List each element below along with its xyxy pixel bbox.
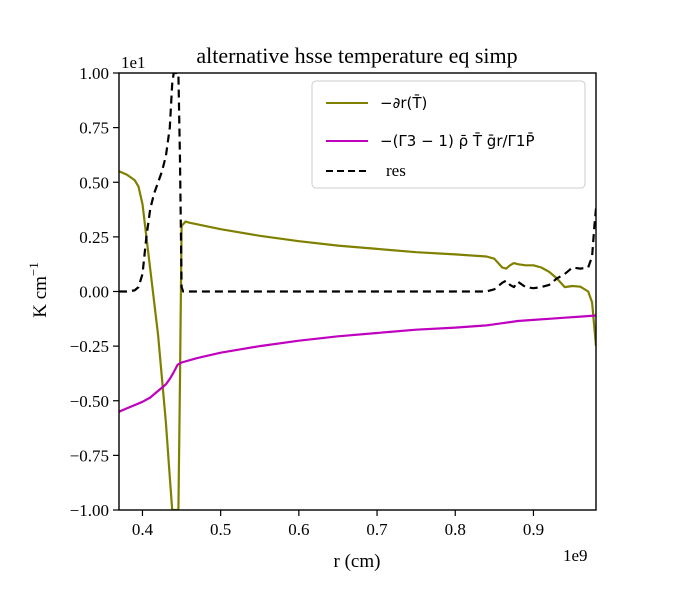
y-tick-label: 0.50 — [79, 173, 109, 192]
x-tick-label: 0.7 — [366, 520, 388, 539]
series-line-0 — [119, 170, 596, 510]
legend: −∂r(T̄) −(Γ3 − 1) ρ̄ T̄ ḡr/Γ1P̄ res — [311, 80, 586, 189]
series-layer — [119, 73, 596, 510]
y-tick-label: −1.00 — [70, 501, 109, 520]
legend-box — [311, 80, 586, 189]
y-axis-title: K cm−1 — [26, 262, 51, 318]
x-offset-label: 1e9 — [563, 546, 588, 565]
series-line-1 — [119, 314, 596, 413]
x-tick-label: 0.9 — [523, 520, 544, 539]
x-axis: 0.4 0.5 0.6 0.7 0.8 0.9 — [132, 510, 544, 539]
y-axis-title-main: K cm — [30, 276, 51, 318]
x-tick-label: 0.6 — [288, 520, 309, 539]
y-tick-label: 1.00 — [79, 64, 109, 83]
y-axis: −1.00 −0.75 −0.50 −0.25 0.00 0.25 0.50 0.75 1.00 — [70, 64, 119, 520]
y-tick-label: −0.75 — [70, 446, 109, 465]
x-tick-label: 0.5 — [210, 520, 231, 539]
legend-label-res: res — [386, 161, 406, 180]
x-tick-label: 0.8 — [445, 520, 466, 539]
y-offset-label: 1e1 — [121, 53, 146, 72]
x-axis-title: r (cm) — [334, 551, 381, 572]
x-tick-label: 0.4 — [132, 520, 154, 539]
series-line-2 — [119, 73, 596, 293]
y-axis-title-exponent: −1 — [26, 262, 41, 276]
legend-label-dtdr: −∂r(T̄) — [380, 93, 427, 112]
y-tick-label: 0.25 — [79, 228, 109, 247]
chart-title: alternative hsse temperature eq simp — [196, 43, 517, 68]
y-tick-label: 0.00 — [79, 283, 109, 302]
legend-label-gamma: −(Γ3 − 1) ρ̄ T̄ ḡr/Γ1P̄ — [380, 131, 535, 150]
y-tick-label: −0.50 — [70, 392, 109, 411]
y-tick-label: −0.25 — [70, 337, 109, 356]
y-tick-label: 0.75 — [79, 119, 109, 138]
